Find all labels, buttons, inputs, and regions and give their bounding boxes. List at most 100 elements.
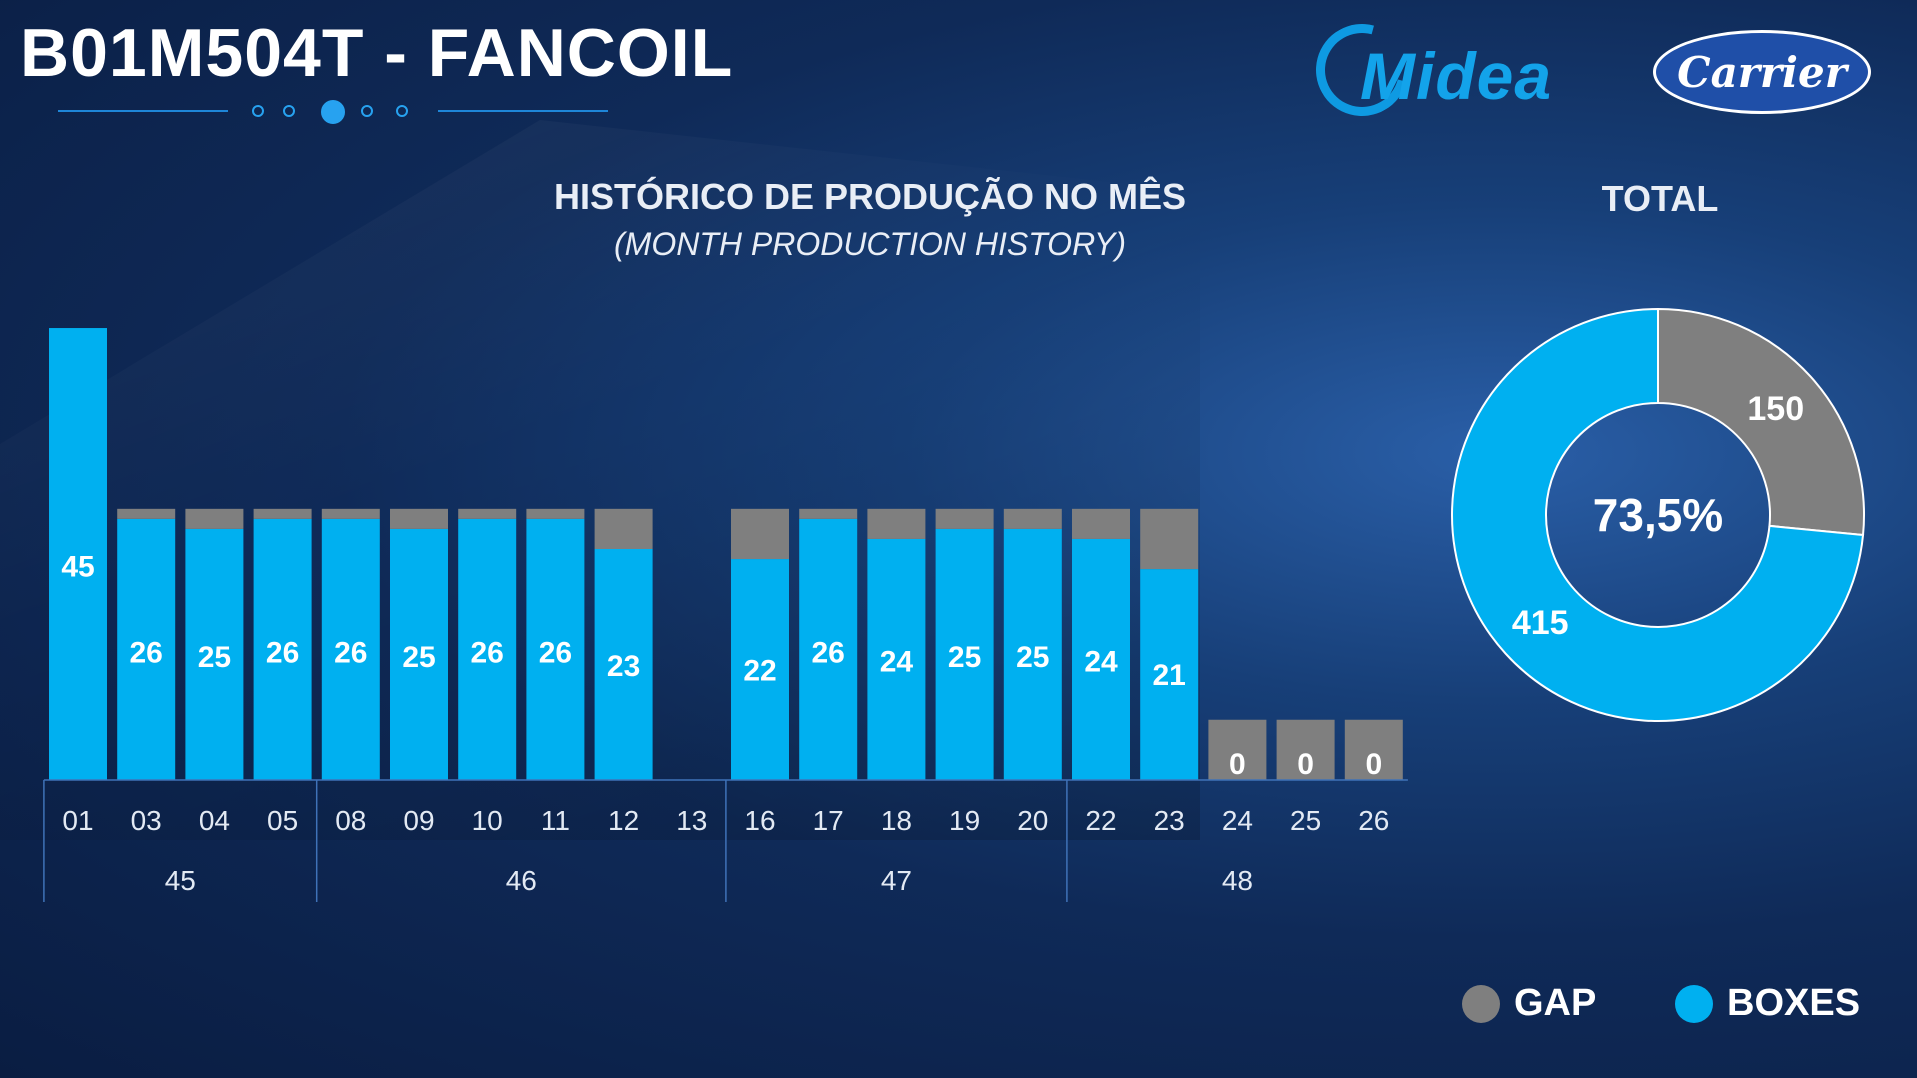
bar-boxes-08 [321, 518, 380, 780]
legend-label-gap: GAP [1514, 982, 1597, 1024]
bar-value-label-26: 0 [1365, 748, 1382, 781]
total-title: TOTAL [1601, 178, 1719, 219]
x-tick-label-13: 13 [676, 805, 707, 836]
page-dot-3-active[interactable] [321, 100, 345, 124]
bar-boxes-16 [731, 559, 789, 780]
bar-gap-19 [935, 508, 994, 529]
x-tick-label-03: 03 [131, 805, 162, 836]
legend-item-gap: GAP [1462, 982, 1596, 1025]
x-group-label-45: 45 [165, 865, 196, 896]
bar-value-label-12: 23 [607, 650, 640, 683]
x-tick-label-05: 05 [267, 805, 298, 836]
bar-value-label-24: 0 [1229, 748, 1246, 781]
bar-gap-20 [1003, 508, 1062, 529]
bar-boxes-04 [185, 528, 244, 780]
bar-value-label-25: 0 [1297, 748, 1314, 781]
bar-value-label-17: 26 [812, 636, 845, 669]
x-tick-label-01: 01 [62, 805, 93, 836]
x-tick-label-22: 22 [1085, 805, 1116, 836]
bar-value-label-01: 45 [61, 551, 94, 584]
page-dot-5[interactable] [396, 105, 408, 117]
x-tick-label-19: 19 [949, 805, 980, 836]
x-tick-label-26: 26 [1358, 805, 1389, 836]
x-tick-label-24: 24 [1222, 805, 1253, 836]
bar-boxes-17 [799, 518, 858, 780]
carrier-logo: Carrier [1653, 30, 1871, 114]
chart-title: HISTÓRICO DE PRODUÇÃO NO MÊS [553, 176, 1187, 217]
legend-item-boxes: BOXES [1675, 982, 1860, 1025]
x-tick-label-18: 18 [881, 805, 912, 836]
donut-slice-boxes [1451, 307, 1865, 722]
bar-boxes-12 [594, 549, 653, 780]
x-tick-label-08: 08 [335, 805, 366, 836]
page-indicator [58, 96, 608, 126]
x-tick-label-23: 23 [1154, 805, 1185, 836]
bar-value-label-23: 21 [1153, 659, 1186, 692]
x-tick-label-17: 17 [813, 805, 844, 836]
donut-value-label-gap: 150 [1747, 390, 1804, 428]
x-tick-label-09: 09 [403, 805, 434, 836]
x-tick-label-04: 04 [199, 805, 230, 836]
legend-swatch-boxes [1675, 984, 1713, 1023]
bar-value-label-08: 26 [334, 636, 367, 669]
bar-gap-16 [731, 508, 789, 560]
bar-value-label-05: 26 [266, 636, 299, 669]
bar-value-label-04: 25 [198, 641, 231, 674]
donut-center-label: 73,5% [1593, 489, 1723, 541]
bar-gap-26 [1344, 719, 1403, 780]
bar-gap-23 [1140, 508, 1199, 570]
bar-value-label-11: 26 [539, 636, 572, 669]
indicator-line-right [438, 110, 608, 112]
legend-label-boxes: BOXES [1727, 982, 1861, 1024]
bar-boxes-11 [526, 518, 585, 780]
bar-boxes-22 [1072, 538, 1130, 780]
chart-subtitle: (MONTH PRODUCTION HISTORY) [614, 226, 1126, 262]
bar-value-label-20: 25 [1016, 641, 1049, 674]
legend-swatch-gap [1462, 984, 1500, 1023]
x-tick-label-10: 10 [472, 805, 503, 836]
x-tick-label-11: 11 [541, 805, 570, 836]
midea-logo-text: Midea [1360, 39, 1553, 113]
page-dot-2[interactable] [283, 105, 295, 117]
bar-boxes-10 [458, 518, 517, 780]
x-tick-label-12: 12 [608, 805, 639, 836]
bar-gap-11 [526, 508, 585, 519]
bar-gap-24 [1208, 719, 1267, 780]
bar-value-label-03: 26 [130, 636, 163, 669]
bar-gap-03 [117, 508, 176, 519]
x-tick-label-20: 20 [1017, 805, 1048, 836]
bar-boxes-19 [935, 528, 994, 780]
x-group-label-47: 47 [881, 865, 912, 896]
bar-boxes-23 [1140, 569, 1199, 780]
bar-gap-25 [1276, 719, 1335, 780]
bar-gap-05 [253, 508, 312, 519]
bar-value-label-16: 22 [743, 655, 776, 688]
page-dot-1[interactable] [252, 105, 264, 117]
bar-gap-10 [458, 508, 517, 519]
donut-value-label-boxes: 415 [1512, 604, 1569, 642]
bar-value-label-22: 24 [1084, 646, 1118, 679]
x-group-label-48: 48 [1222, 865, 1253, 896]
bar-gap-08 [321, 508, 380, 519]
donut-slice-gap [1657, 307, 1865, 537]
page-dot-4[interactable] [361, 105, 373, 117]
bar-gap-22 [1072, 508, 1130, 539]
x-group-label-46: 46 [506, 865, 537, 896]
page-title: B01M504T - FANCOIL [20, 15, 734, 91]
bar-gap-12 [594, 508, 653, 549]
midea-logo: Midea [1299, 7, 1584, 133]
bar-value-label-19: 25 [948, 641, 981, 674]
bar-boxes-09 [390, 528, 448, 780]
bar-gap-17 [799, 508, 858, 519]
bar-boxes-05 [253, 518, 312, 780]
carrier-logo-text: Carrier [1677, 47, 1847, 97]
x-tick-label-16: 16 [744, 805, 775, 836]
bar-boxes-01 [49, 328, 107, 780]
bar-gap-09 [390, 508, 448, 529]
bar-boxes-18 [867, 538, 926, 780]
bar-boxes-03 [117, 518, 176, 780]
bar-value-label-10: 26 [471, 636, 504, 669]
bar-gap-18 [867, 508, 926, 539]
